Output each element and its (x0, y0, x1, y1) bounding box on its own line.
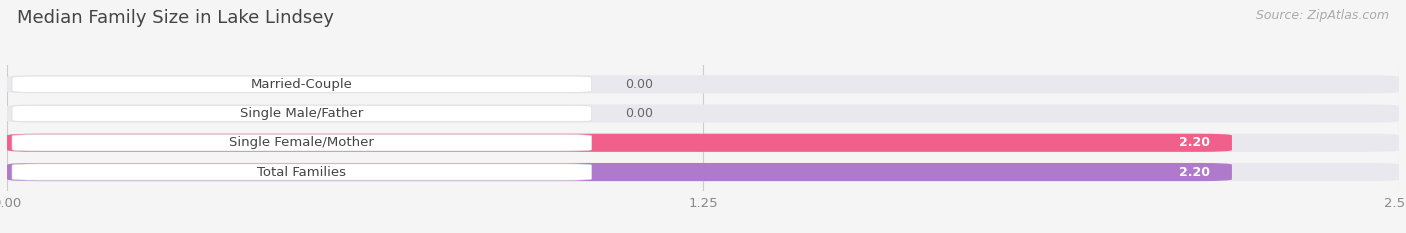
Text: Median Family Size in Lake Lindsey: Median Family Size in Lake Lindsey (17, 9, 333, 27)
Text: Single Male/Father: Single Male/Father (240, 107, 364, 120)
FancyBboxPatch shape (7, 75, 1399, 93)
FancyBboxPatch shape (13, 76, 592, 93)
FancyBboxPatch shape (7, 104, 1399, 123)
Text: Total Families: Total Families (257, 165, 346, 178)
FancyBboxPatch shape (13, 164, 592, 180)
FancyBboxPatch shape (7, 163, 1399, 181)
Text: Source: ZipAtlas.com: Source: ZipAtlas.com (1256, 9, 1389, 22)
Text: Single Female/Mother: Single Female/Mother (229, 136, 374, 149)
Text: 2.20: 2.20 (1178, 165, 1209, 178)
Text: Married-Couple: Married-Couple (250, 78, 353, 91)
FancyBboxPatch shape (13, 135, 592, 151)
FancyBboxPatch shape (13, 105, 592, 122)
FancyBboxPatch shape (7, 134, 1399, 152)
FancyBboxPatch shape (7, 163, 1232, 181)
Text: 0.00: 0.00 (626, 78, 652, 91)
FancyBboxPatch shape (7, 134, 1232, 152)
Text: 0.00: 0.00 (626, 107, 652, 120)
Text: 2.20: 2.20 (1178, 136, 1209, 149)
